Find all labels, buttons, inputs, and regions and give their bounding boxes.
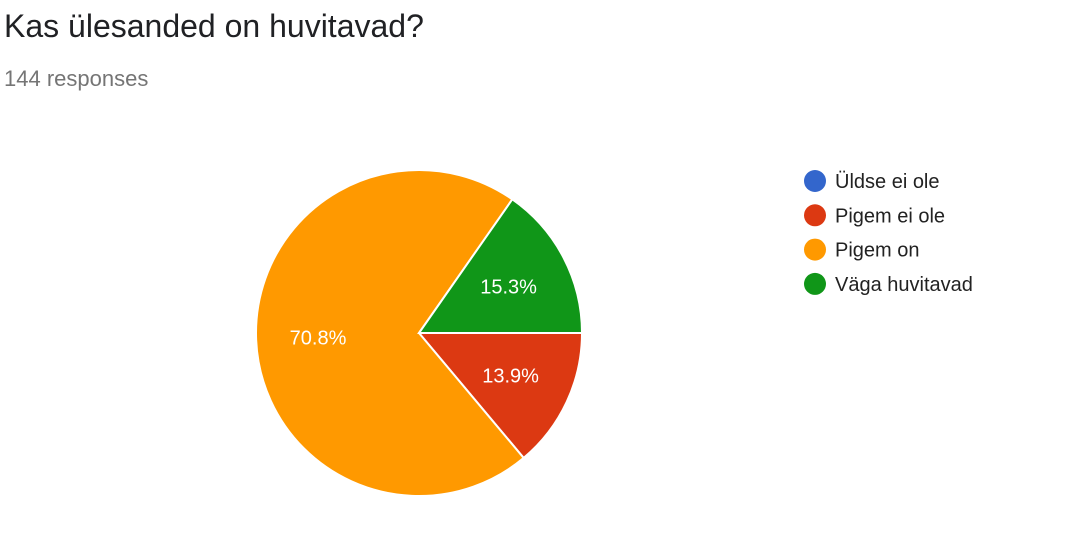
- legend-swatch: [804, 272, 826, 295]
- legend-swatch: [804, 238, 826, 261]
- slice-label-pigem-ei-ole: 13.9%: [482, 366, 539, 388]
- legend-label: Üldse ei ole: [835, 171, 940, 193]
- legend-label: Pigem on: [835, 240, 920, 262]
- pie-slice-pigem-on: [255, 169, 526, 497]
- legend-label: Pigem ei ole: [835, 205, 945, 227]
- pie-slices: [255, 169, 584, 497]
- legend-swatch: [804, 170, 826, 192]
- legend-swatch: [804, 204, 826, 227]
- pie-slice-vaga-huvitavad: [417, 197, 584, 334]
- slice-label-vaga-huvitavad: 15.3%: [480, 276, 537, 298]
- legend-item-pigem-ei-ole: Pigem ei ole: [804, 204, 945, 227]
- response-count: 144 responses: [4, 66, 149, 91]
- pie-slice-pigem-ei-ole: [416, 332, 584, 460]
- pie-labels: 13.9% 70.8% 15.3%: [290, 276, 539, 387]
- legend-item-uldse-ei-ole: Üldse ei ole: [804, 170, 940, 193]
- legend: Üldse ei ole Pigem ei ole Pigem on Väga huv…: [804, 170, 973, 296]
- legend-item-vaga-huvitavad: Väga huvitavad: [804, 272, 973, 296]
- slice-label-pigem-on: 70.8%: [290, 327, 347, 349]
- legend-item-pigem-on: Pigem on: [804, 238, 920, 262]
- legend-label: Väga huvitavad: [835, 274, 973, 296]
- chart-title: Kas ülesanded on huvitavad?: [4, 8, 424, 44]
